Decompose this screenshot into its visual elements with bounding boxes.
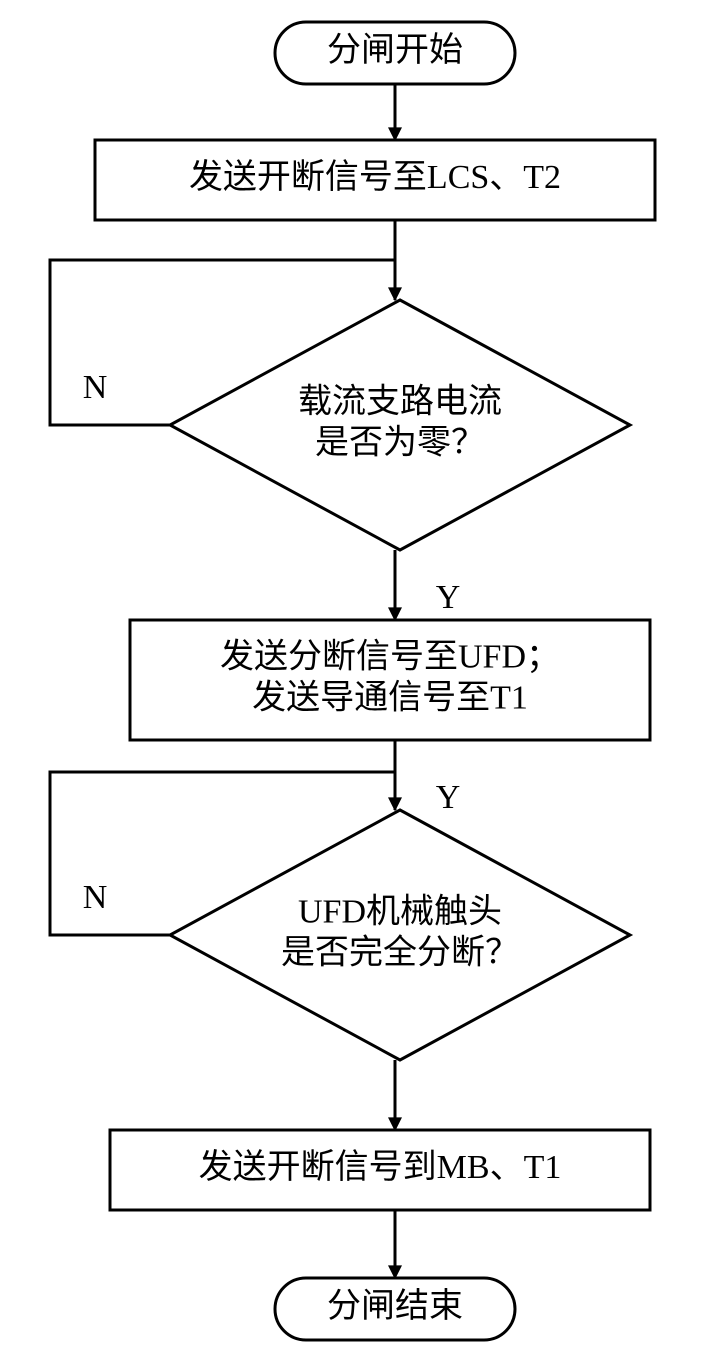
node-label: 分闸开始 xyxy=(327,31,463,69)
edge-label: N xyxy=(83,369,108,406)
node-label: 发送开断信号至LCS、T2 xyxy=(189,158,561,196)
edge-label: N xyxy=(83,879,108,916)
edge-label: Y xyxy=(436,779,461,816)
node-label: 发送开断信号到MB、T1 xyxy=(199,1148,562,1186)
node-label: 发送分断信号至UFD；发送导通信号至T1 xyxy=(220,637,560,716)
flowchart-canvas: 分闸开始发送开断信号至LCS、T2 载流支路电流是否为零？ 发送分断信号至UFD；发… xyxy=(0,0,720,1361)
node-label: UFD机械触头是否完全分断？ xyxy=(281,892,519,971)
node-label: 载流支路电流是否为零？ xyxy=(298,382,502,461)
node-label: 分闸结束 xyxy=(327,1287,463,1325)
edge-label: Y xyxy=(436,579,461,616)
